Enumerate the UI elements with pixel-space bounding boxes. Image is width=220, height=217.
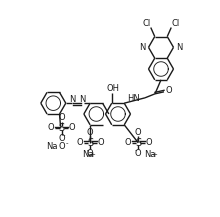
Text: Cl: Cl (143, 19, 151, 28)
Text: N: N (176, 43, 183, 52)
Text: O: O (145, 138, 152, 147)
Text: Na: Na (46, 142, 57, 151)
Text: N: N (79, 95, 85, 104)
Text: O: O (58, 113, 65, 122)
Text: Na: Na (82, 150, 94, 159)
Text: +: + (89, 152, 95, 158)
Text: O: O (125, 138, 131, 147)
Text: -: - (135, 147, 137, 153)
Text: -: - (65, 140, 68, 146)
Text: -: - (87, 147, 89, 153)
Text: S: S (87, 138, 93, 148)
Text: N: N (69, 95, 75, 104)
Text: O: O (135, 149, 141, 158)
Text: O: O (87, 149, 94, 158)
Text: O: O (135, 128, 141, 137)
Text: +: + (151, 152, 157, 158)
Text: Na: Na (144, 150, 156, 159)
Text: O: O (87, 128, 94, 137)
Text: O: O (58, 134, 65, 143)
Text: O: O (69, 123, 75, 133)
Text: OH: OH (106, 84, 119, 93)
Text: HN: HN (127, 94, 140, 103)
Text: Cl: Cl (171, 19, 179, 28)
Text: S: S (59, 123, 65, 133)
Text: O: O (76, 138, 83, 147)
Text: O: O (97, 138, 104, 147)
Text: -: - (62, 133, 65, 138)
Text: S: S (135, 138, 141, 148)
Text: N: N (139, 43, 145, 52)
Text: O: O (166, 86, 172, 95)
Text: O: O (48, 123, 54, 133)
Text: O: O (58, 142, 65, 151)
